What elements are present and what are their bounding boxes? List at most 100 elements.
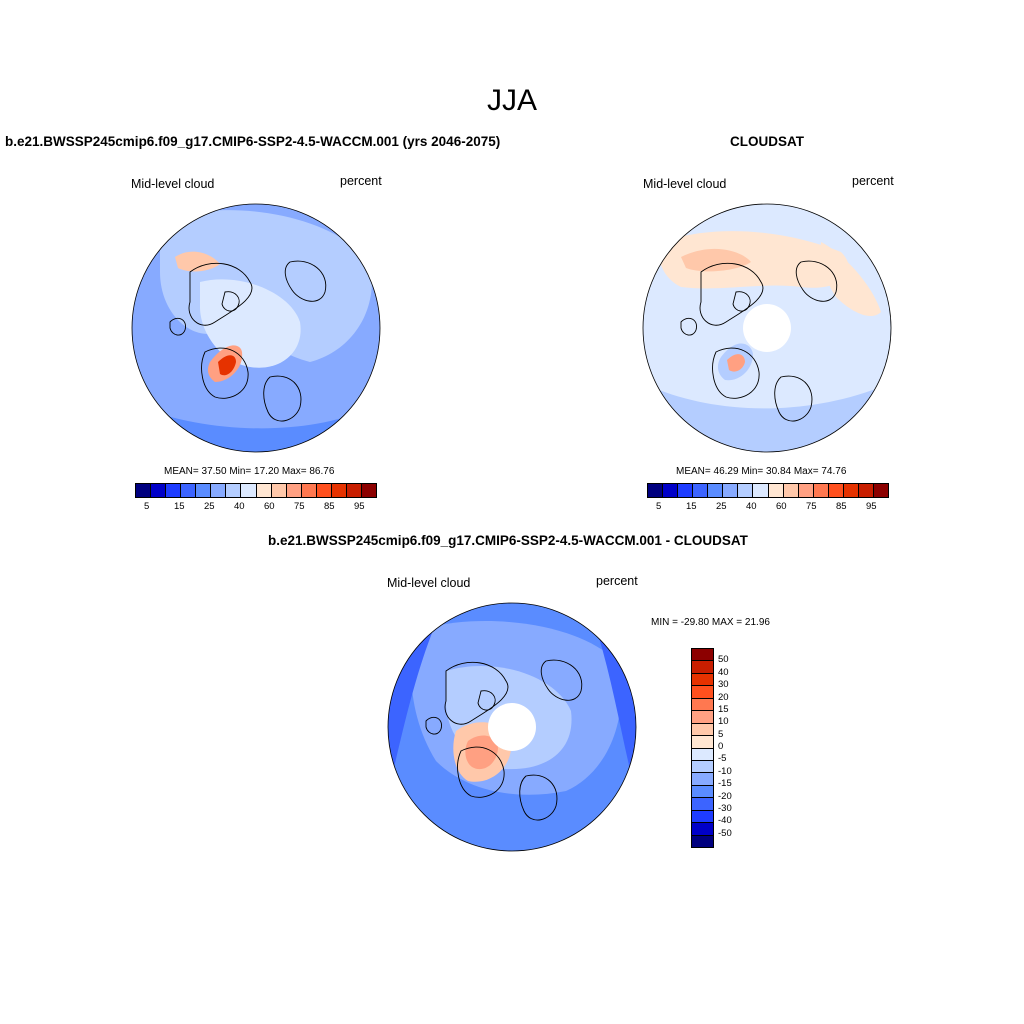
- colorbar-swatch: [692, 711, 713, 724]
- colorbar-swatch: [798, 484, 814, 497]
- coastline: [284, 260, 327, 302]
- map-boundary: [131, 203, 381, 453]
- cloud-field-contour: [659, 231, 849, 289]
- colorbar-swatch: [692, 686, 713, 699]
- colorbar-tick-label: 25: [716, 501, 727, 512]
- colorbar-swatch: [678, 484, 694, 497]
- panel-1-title: b.e21.BWSSP245cmip6.f09_g17.CMIP6-SSP2-4…: [5, 134, 501, 149]
- colorbar-swatch: [256, 484, 272, 497]
- colorbar-tick-label: 15: [718, 703, 729, 715]
- colorbar-tick-label: -15: [718, 778, 732, 790]
- coastline: [188, 262, 253, 326]
- colorbar-swatch: [692, 698, 713, 712]
- colorbar-swatch: [783, 484, 799, 497]
- colorbar-swatch: [301, 484, 317, 497]
- colorbar-swatch: [166, 484, 182, 497]
- colorbar-tick-label: 40: [746, 501, 757, 512]
- colorbar-swatch: [331, 484, 347, 497]
- colorbar-tick-label: -5: [718, 753, 727, 765]
- colorbar-swatch: [692, 773, 713, 786]
- coastline: [540, 659, 583, 701]
- colorbar-tick-label: 75: [806, 501, 817, 512]
- cloud-field-contour: [465, 735, 498, 770]
- colorbar-tick-label: -10: [718, 765, 732, 777]
- colorbar-swatch: [843, 484, 859, 497]
- colorbar-swatch: [708, 484, 724, 497]
- colorbar-tick-label: -50: [718, 827, 732, 839]
- colorbar-tick-label: 95: [866, 501, 877, 512]
- colorbar-swatch: [648, 484, 664, 497]
- coastline: [774, 375, 813, 422]
- colorbar-swatch: [226, 484, 242, 497]
- colorbar-swatch: [151, 484, 167, 497]
- panel-3-polar-map: [387, 602, 637, 852]
- coastline: [680, 317, 697, 336]
- cloud-field-contour: [218, 355, 236, 376]
- colorbar-tick-label: 60: [776, 501, 787, 512]
- coastline: [732, 291, 751, 312]
- coastline: [795, 260, 838, 302]
- figure-title: JJA: [486, 84, 537, 117]
- panel-3-stats: MIN = -29.80 MAX = 21.96: [651, 617, 770, 628]
- colorbar-swatch: [361, 484, 376, 497]
- colorbar-tick-label: 40: [718, 666, 729, 678]
- colorbar-swatch: [753, 484, 769, 497]
- colorbar-tick-label: 85: [836, 501, 847, 512]
- panel-2-colorbar: [647, 483, 889, 498]
- colorbar-swatch: [692, 785, 713, 799]
- panel-2-title: CLOUDSAT: [730, 134, 804, 149]
- panel-3-variable-label: Mid-level cloud: [387, 576, 471, 590]
- colorbar-swatch: [346, 484, 362, 497]
- panel-2-variable-label: Mid-level cloud: [643, 177, 727, 191]
- colorbar-swatch: [692, 823, 713, 836]
- colorbar-swatch: [286, 484, 302, 497]
- panel-2-units-label: percent: [852, 174, 894, 188]
- coastline: [712, 347, 760, 399]
- colorbar-swatch: [692, 835, 713, 847]
- colorbar-swatch: [692, 649, 713, 662]
- panel-3-title: b.e21.BWSSP245cmip6.f09_g17.CMIP6-SSP2-4…: [268, 533, 748, 548]
- colorbar-swatch: [692, 748, 713, 761]
- cloud-field-contour: [175, 251, 220, 272]
- cloud-field-contour: [727, 354, 745, 372]
- colorbar-swatch: [768, 484, 784, 497]
- panel-1-units-label: percent: [340, 174, 382, 188]
- panel-2-stats: MEAN= 46.29 Min= 30.84 Max= 74.76: [676, 466, 847, 477]
- colorbar-swatch: [873, 484, 888, 497]
- colorbar-swatch: [738, 484, 754, 497]
- colorbar-tick-label: 20: [718, 691, 729, 703]
- map-boundary: [387, 602, 637, 852]
- coastline: [221, 291, 240, 312]
- colorbar-tick-label: 60: [264, 501, 275, 512]
- panel-1-colorbar: [135, 483, 377, 498]
- missing-data-polar-hole: [743, 304, 791, 352]
- colorbar-swatch: [692, 810, 713, 824]
- colorbar-swatch: [692, 760, 713, 774]
- map-boundary: [642, 203, 892, 453]
- panel-2-polar-map: [642, 203, 892, 453]
- coastline: [169, 317, 186, 336]
- colorbar-swatch: [813, 484, 829, 497]
- coastline: [519, 774, 558, 821]
- colorbar-tick-label: 30: [718, 679, 729, 691]
- colorbar-tick-label: 50: [718, 654, 729, 666]
- colorbar-tick-label: 10: [718, 716, 729, 728]
- coastline: [201, 347, 249, 399]
- cloud-field-contour: [820, 242, 881, 317]
- colorbar-tick-label: 5: [656, 501, 662, 512]
- colorbar-swatch: [196, 484, 212, 497]
- colorbar-swatch: [692, 723, 713, 737]
- colorbar-tick-label: 75: [294, 501, 305, 512]
- colorbar-tick-label: 15: [686, 501, 697, 512]
- colorbar-tick-label: 5: [144, 501, 150, 512]
- cloud-field-contour: [681, 248, 751, 272]
- colorbar-tick-label: 0: [718, 741, 724, 752]
- colorbar-swatch: [723, 484, 739, 497]
- colorbar-swatch: [692, 661, 713, 674]
- colorbar-swatch: [692, 736, 713, 749]
- colorbar-swatch: [316, 484, 332, 497]
- panel-3-colorbar: [691, 648, 714, 848]
- colorbar-tick-label: -40: [718, 815, 732, 827]
- coastline: [263, 375, 302, 422]
- colorbar-swatch: [693, 484, 709, 497]
